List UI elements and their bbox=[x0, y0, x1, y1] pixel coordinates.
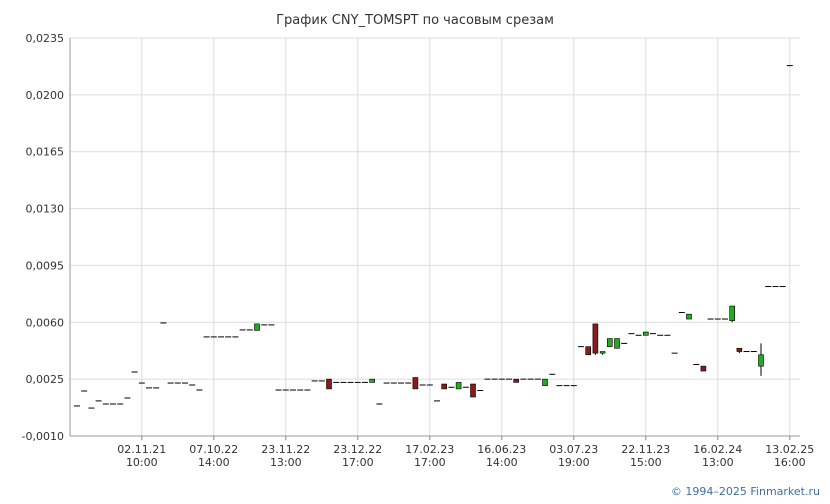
x-tick-label-line: 13:00 bbox=[702, 456, 734, 469]
x-tick-label: 02.11.21 10:00 bbox=[117, 443, 166, 469]
candle-body bbox=[254, 323, 260, 331]
candle-body bbox=[513, 378, 520, 383]
x-tick-label: 17.02.23 17:00 bbox=[405, 443, 454, 469]
x-tick-label-line: 16.02.24 bbox=[693, 443, 742, 456]
candle-body bbox=[412, 377, 419, 390]
y-tick-label: 0,0060 bbox=[26, 316, 65, 329]
copyright: © 1994–2025 Finmarket.ru bbox=[671, 485, 820, 498]
x-tick-label-line: 14:00 bbox=[486, 456, 518, 469]
y-tick-label: 0,0200 bbox=[26, 89, 65, 102]
x-tick-label: 23.12.22 17:00 bbox=[333, 443, 382, 469]
x-tick-label-line: 22.11.23 bbox=[621, 443, 670, 456]
candle-body bbox=[729, 305, 736, 321]
candle-body bbox=[470, 383, 476, 398]
x-tick-label-line: 13.02.25 bbox=[765, 443, 814, 456]
candle-body bbox=[326, 378, 332, 390]
x-tick-label-line: 17:00 bbox=[342, 456, 374, 469]
y-tick-label: 0,0025 bbox=[26, 373, 65, 386]
x-tick-label: 16.02.24 13:00 bbox=[693, 443, 742, 469]
candle-body bbox=[585, 346, 592, 356]
x-tick-label-line: 07.10.22 bbox=[189, 443, 238, 456]
x-tick-label-line: 19:00 bbox=[558, 456, 590, 469]
x-tick-label-line: 13:00 bbox=[270, 456, 302, 469]
x-tick-label: 22.11.23 15:00 bbox=[621, 443, 670, 469]
candle-body bbox=[606, 338, 613, 347]
y-tick-label: 0,0235 bbox=[26, 32, 65, 45]
x-tick-label-line: 17:00 bbox=[414, 456, 446, 469]
x-tick-label-line: 10:00 bbox=[126, 456, 158, 469]
candle-body bbox=[686, 313, 692, 320]
x-tick-label: 03.07.23 19:00 bbox=[549, 443, 598, 469]
x-tick-label: 07.10.22 14:00 bbox=[189, 443, 238, 469]
x-tick-label-line: 15:00 bbox=[630, 456, 662, 469]
y-tick-label: 0,0095 bbox=[26, 259, 65, 272]
x-tick-label-line: 17.02.23 bbox=[405, 443, 454, 456]
candle-body bbox=[614, 338, 620, 349]
x-tick-label: 13.02.25 16:00 bbox=[765, 443, 814, 469]
candle-body bbox=[642, 331, 649, 336]
x-tick-label-line: 14:00 bbox=[198, 456, 230, 469]
x-tick-label-line: 23.11.22 bbox=[261, 443, 310, 456]
y-tick-label: -0,0010 bbox=[22, 430, 64, 443]
candle-body bbox=[369, 378, 376, 383]
y-tick-label: 0,0130 bbox=[26, 203, 65, 216]
candle-body bbox=[599, 351, 606, 354]
x-tick-label: 16.06.23 14:00 bbox=[477, 443, 526, 469]
candle-body bbox=[736, 347, 743, 352]
x-tick-label-line: 16:00 bbox=[774, 456, 806, 469]
x-tick-label: 23.11.22 13:00 bbox=[261, 443, 310, 469]
candle-body bbox=[758, 354, 764, 367]
chart-title: График CNY_TOMSPT по часовым срезам bbox=[276, 13, 554, 28]
candle-body bbox=[441, 383, 448, 390]
x-tick-label-line: 23.12.22 bbox=[333, 443, 382, 456]
x-tick-label-line: 03.07.23 bbox=[549, 443, 598, 456]
candle-body bbox=[592, 323, 599, 354]
y-tick-label: 0,0165 bbox=[26, 146, 65, 159]
candle-body bbox=[700, 365, 707, 372]
x-tick-label-line: 02.11.21 bbox=[117, 443, 166, 456]
x-tick-label-line: 16.06.23 bbox=[477, 443, 526, 456]
candle-body bbox=[455, 382, 462, 390]
candle-body bbox=[542, 378, 548, 386]
